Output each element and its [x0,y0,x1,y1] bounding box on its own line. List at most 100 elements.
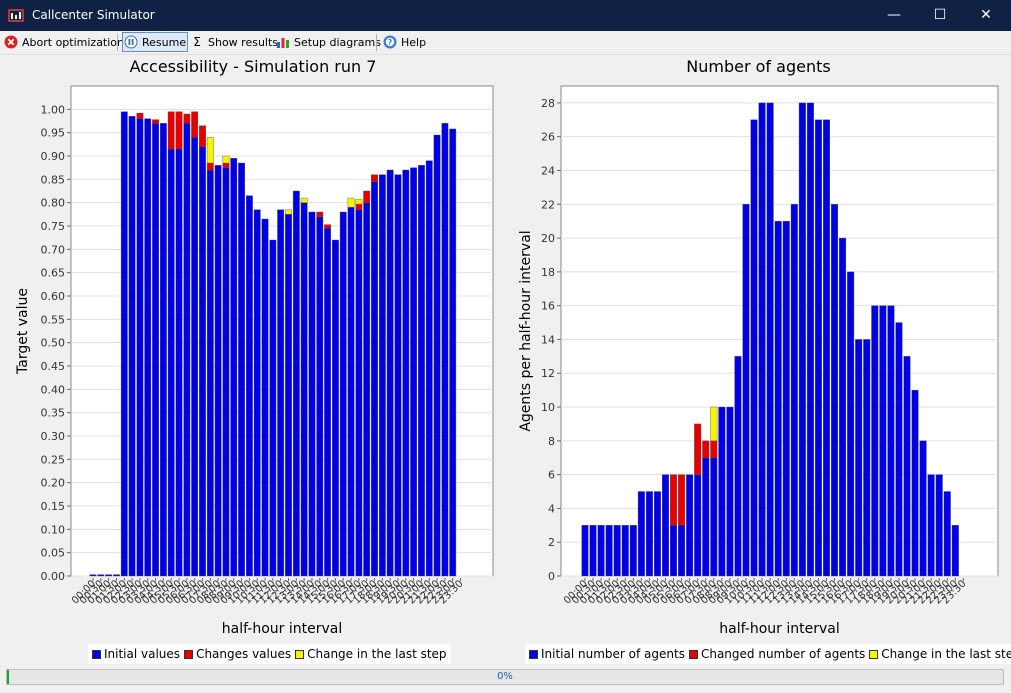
abort-optimization-button[interactable]: Abort optimization [4,32,124,52]
y-tick-label: 0.05 [41,547,66,560]
y-tick-label: 24 [541,164,555,177]
bar-initial [903,356,911,577]
bar-initial [316,216,324,577]
help-button[interactable]: ? Help [383,32,426,52]
bar-changed [324,224,332,229]
bar-initial [726,406,734,577]
bar-initial [105,574,113,577]
bar-initial [887,305,895,577]
bar-initial [425,160,433,577]
bar-initial [895,322,903,577]
bar-changed [363,190,371,203]
bar-initial [597,525,605,577]
y-tick-label: 0 [548,570,555,583]
bar-last-step [300,197,308,203]
bar-initial [879,305,887,577]
resume-label: Resume [142,35,187,49]
agents-legend: Initial number of agents Changed number … [525,644,1011,664]
bar-changed [136,112,144,119]
bar-changed [355,203,363,210]
y-tick-label: 26 [541,131,555,144]
bar-initial [167,148,175,577]
y-tick-label: 1.00 [41,103,66,116]
maximize-button[interactable]: ☐ [933,7,947,23]
bar-changed [222,162,230,168]
y-axis-label: Agents per half-hour interval [518,230,534,431]
y-tick-label: 16 [541,300,555,313]
bar-initial [718,406,726,577]
bar-initial [339,211,347,577]
bar-initial [911,389,919,577]
bar-changed [199,125,206,147]
bar-initial [238,162,245,577]
bar-initial [136,118,144,577]
bar-initial [951,525,959,577]
bar-initial [629,525,637,577]
toolbar-separator [117,34,118,51]
bar-initial [183,123,191,577]
legend-change-last-step: Change in the last step [881,647,1011,661]
y-tick-label: 22 [541,198,555,211]
abort-icon [4,35,18,49]
y-axis-label: Target value [15,288,31,375]
bar-initial [943,491,951,577]
bar-last-step [710,406,718,442]
show-results-label: Show results [208,35,279,49]
bar-initial [433,134,441,577]
bar-last-step [347,197,355,208]
bar-initial [798,102,806,577]
agents-chart-title: Number of agents [686,57,831,76]
bar-initial [410,167,418,577]
y-tick-label: 2 [548,536,555,549]
abort-label: Abort optimization [22,35,125,49]
bar-changed [694,423,702,475]
legend-swatch-blue [92,649,101,659]
bar-changed [702,440,710,458]
bar-changed [670,474,678,526]
bar-initial [230,158,238,577]
bar-changed [371,174,378,182]
agents-chart: 024681012141618202224262800:0000:3001:00… [518,85,999,637]
progress-fill [7,670,9,684]
accessibility-chart-title: Accessibility - Simulation run 7 [129,57,377,76]
bar-initial [277,209,285,577]
title-bar: Callcenter Simulator — ☐ ✕ [0,0,1011,31]
bar-initial [191,137,199,577]
bar-initial [919,440,927,577]
toolbar: Abort optimization Resume Σ Show results… [0,31,1011,55]
bar-initial [89,574,97,577]
bar-changed [191,111,199,138]
help-label: Help [401,35,427,49]
bar-initial [418,165,425,577]
setup-diagrams-label: Setup diagrams [294,35,381,49]
legend-swatch-red [184,649,194,659]
y-tick-label: 0.75 [41,220,66,233]
bar-initial [347,207,355,577]
y-tick-label: 12 [541,367,555,380]
bar-chart-icon [277,38,289,48]
bar-initial [694,474,702,577]
y-tick-label: 0.15 [41,500,66,513]
show-results-button[interactable]: Σ Show results [190,32,278,52]
close-button[interactable]: ✕ [980,7,992,23]
bar-changed [316,211,324,217]
bar-initial [790,204,798,577]
legend-swatch-red [688,649,698,659]
bar-initial [621,525,629,577]
bar-initial [758,102,766,577]
legend-swatch-blue [529,649,538,659]
bar-initial [285,214,292,577]
bar-changed [175,111,183,150]
bar-initial [199,146,206,577]
minimize-button[interactable]: — [887,7,901,23]
y-tick-label: 0.85 [41,173,66,186]
pause-icon [124,35,138,49]
y-tick-label: 18 [541,266,555,279]
resume-button[interactable]: Resume [122,32,189,52]
setup-diagrams-button[interactable]: Setup diagrams [276,32,381,52]
y-tick-label: 0.95 [41,127,66,140]
legend-changes-values: Changes values [196,647,292,661]
bar-initial [661,474,670,577]
bar-changed [183,113,191,124]
y-tick-label: 6 [548,469,555,482]
